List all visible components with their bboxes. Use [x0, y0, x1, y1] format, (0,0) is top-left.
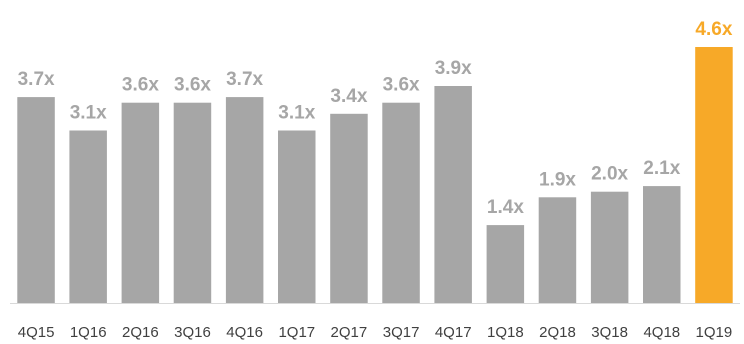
x-tick-label-4Q16: 4Q16	[226, 324, 263, 341]
bars-group	[17, 47, 733, 303]
tick-labels-group: 4Q15 1Q16 2Q16 3Q16 4Q16 1Q17 2Q17 3Q17 4Q17 1Q18…	[18, 324, 733, 341]
x-tick-label-4Q15: 4Q15	[18, 324, 55, 341]
bar-value-label-3Q18: 2.0x	[591, 164, 628, 185]
x-tick-label-1Q19: 1Q19	[696, 324, 733, 341]
bar-1Q17	[278, 130, 316, 303]
x-tick-label-1Q16: 1Q16	[70, 324, 107, 341]
x-tick-label-2Q16: 2Q16	[122, 324, 159, 341]
bar-value-label-4Q16: 3.7x	[226, 69, 263, 90]
bar-value-label-1Q18: 1.4x	[487, 197, 524, 218]
bar-value-label-1Q19: 4.6x	[695, 19, 732, 40]
bar-1Q19	[695, 47, 733, 303]
bar-4Q18	[643, 186, 681, 303]
x-tick-label-3Q17: 3Q17	[383, 324, 420, 341]
bar-4Q15	[17, 97, 55, 303]
bar-value-label-2Q18: 1.9x	[539, 169, 576, 190]
bar-value-label-4Q15: 3.7x	[18, 69, 55, 90]
value-labels-group: 3.7x 3.1x 3.6x 3.6x 3.7x 3.1x 3.4x 3.6x 3.9x 1.4x…	[18, 19, 733, 218]
x-tick-label-1Q17: 1Q17	[278, 324, 315, 341]
x-tick-label-2Q17: 2Q17	[331, 324, 368, 341]
bar-4Q17	[434, 86, 472, 303]
bar-1Q18	[486, 225, 525, 303]
x-tick-label-1Q18: 1Q18	[487, 324, 524, 341]
bar-3Q16	[173, 102, 212, 303]
bar-value-label-3Q17: 3.6x	[383, 75, 420, 96]
bar-2Q18	[538, 197, 577, 303]
bar-1Q16	[69, 130, 107, 303]
bar-value-label-4Q17: 3.9x	[435, 58, 472, 79]
bar-3Q17	[382, 102, 420, 303]
bar-value-label-2Q16: 3.6x	[122, 75, 159, 96]
bar-value-label-1Q16: 3.1x	[70, 103, 107, 124]
bar-2Q16	[121, 102, 160, 303]
bar-3Q18	[590, 191, 629, 303]
x-tick-label-4Q18: 4Q18	[643, 324, 680, 341]
bar-value-label-2Q17: 3.4x	[330, 86, 367, 107]
bar-2Q17	[330, 113, 368, 303]
x-tick-label-2Q18: 2Q18	[539, 324, 576, 341]
bar-value-label-1Q17: 3.1x	[278, 103, 315, 124]
x-tick-label-4Q17: 4Q17	[435, 324, 472, 341]
bar-4Q16	[225, 97, 264, 303]
x-tick-label-3Q16: 3Q16	[174, 324, 211, 341]
bar-value-label-3Q16: 3.6x	[174, 75, 211, 96]
x-tick-label-3Q18: 3Q18	[591, 324, 628, 341]
bar-value-label-4Q18: 2.1x	[643, 158, 680, 179]
